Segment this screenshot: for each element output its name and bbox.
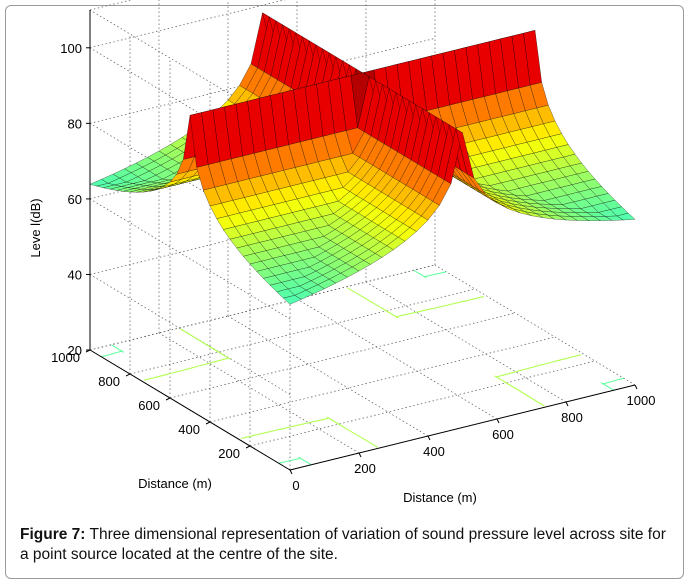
z-tick-label: 80 xyxy=(68,116,82,131)
axes-lines xyxy=(89,10,636,471)
y-tick-label: 200 xyxy=(218,446,240,461)
y-tick-label: 1000 xyxy=(51,350,80,365)
caption-text: Three dimensional representation of vari… xyxy=(20,526,666,563)
contour-line xyxy=(494,375,545,407)
surface-mesh xyxy=(89,12,636,305)
x-tick-label: 1000 xyxy=(627,393,656,408)
y-tick-label: 400 xyxy=(178,422,200,437)
z-axis-label: Leve l(dB) xyxy=(28,198,43,257)
x-tick-label: 0 xyxy=(292,478,299,493)
z-tick-label: 60 xyxy=(68,192,82,207)
y-tick-label: 800 xyxy=(98,374,120,389)
contour-line xyxy=(180,328,231,360)
contour-line xyxy=(413,269,427,279)
contour-line xyxy=(495,354,582,378)
z-tick-label: 40 xyxy=(68,267,82,282)
contour-line xyxy=(423,271,447,278)
contour-line xyxy=(600,382,614,391)
contour-line xyxy=(278,457,302,464)
tick-labels: 0200400600800100020040060080010002040608… xyxy=(51,41,655,493)
x-tick-label: 800 xyxy=(561,410,583,425)
x-tick-label: 200 xyxy=(354,461,376,476)
z-tick-label: 100 xyxy=(60,41,82,56)
x-tick-label: 400 xyxy=(423,444,445,459)
floor-contours xyxy=(101,269,624,466)
z-tick-label: 20 xyxy=(68,343,82,358)
y-tick-label: 600 xyxy=(138,398,160,413)
contour-line xyxy=(143,357,230,381)
x-tick-label: 600 xyxy=(492,427,514,442)
contour-line xyxy=(101,350,123,358)
x-axis-label: Distance (m) xyxy=(403,490,477,505)
contour-line xyxy=(395,295,485,318)
contour-line xyxy=(298,456,312,466)
contour-line xyxy=(240,417,330,440)
contour-line xyxy=(111,344,125,353)
figure-caption: Figure 7: Three dimensional representati… xyxy=(20,525,675,565)
contour-line xyxy=(347,287,399,319)
contour-line xyxy=(326,416,378,448)
surface-cell xyxy=(616,212,636,221)
surface-plot: 0200400600800100020040060080010002040608… xyxy=(28,0,655,505)
y-axis-label: Distance (m) xyxy=(138,476,212,491)
caption-label: Figure 7: xyxy=(20,526,86,543)
contour-line xyxy=(602,377,624,385)
